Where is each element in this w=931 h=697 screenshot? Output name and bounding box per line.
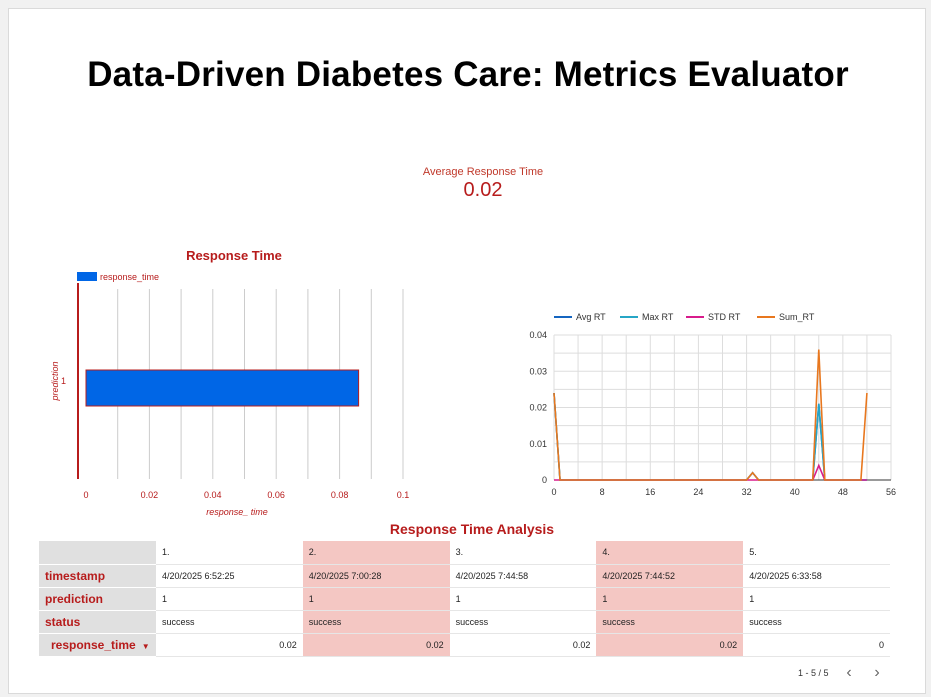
legend-label[interactable]: STD RT <box>708 312 741 322</box>
bar-x-tick-label: 0.1 <box>397 490 410 500</box>
table-row-response-time: response_time ▼ 0.02 0.02 0.02 0.02 0 <box>39 633 890 657</box>
bar-x-tick-label: 0.06 <box>267 490 285 500</box>
table-cell: success <box>596 610 744 634</box>
sort-desc-icon[interactable]: ▼ <box>141 641 150 651</box>
table-cell: 0.02 <box>449 633 597 657</box>
table-corner <box>39 541 156 565</box>
table-title: Response Time Analysis <box>389 521 555 537</box>
table-cell: success <box>156 610 303 634</box>
line-series-sum-rt[interactable] <box>553 349 868 481</box>
column-index: 3. <box>449 541 597 565</box>
line-x-tick-label: 24 <box>693 487 703 497</box>
bar-x-tick-label: 0 <box>83 490 88 500</box>
table-cell: 4/20/2025 6:52:25 <box>156 564 303 588</box>
bar-legend-swatch <box>77 272 97 281</box>
row-header-prediction: prediction <box>39 587 156 611</box>
line-y-tick-label: 0.02 <box>529 403 547 413</box>
line-series-std-rt[interactable] <box>554 463 867 481</box>
table-cell: 4/20/2025 7:44:58 <box>449 564 597 588</box>
bar-category-label: 1 <box>61 376 66 386</box>
table-row-prediction: prediction 1 1 1 1 1 <box>39 587 890 611</box>
row-header-response-time[interactable]: response_time ▼ <box>39 633 156 657</box>
table-row-timestamp: timestamp 4/20/2025 6:52:25 4/20/2025 7:… <box>39 564 890 588</box>
line-x-tick-label: 0 <box>551 487 556 497</box>
table-cell: 1 <box>156 587 303 611</box>
pagination-label: 1 - 5 / 5 <box>798 668 829 678</box>
table-cell: 4/20/2025 7:00:28 <box>302 564 450 588</box>
table-row-status: status success success success success s… <box>39 610 890 634</box>
bar-x-axis-label: response_ time <box>206 507 268 517</box>
column-index: 5. <box>743 541 890 565</box>
response-time-table: 1. 2. 3. 4. 5. timestamp 4/20/2025 6:52:… <box>39 541 890 657</box>
bar-x-tick-label: 0.08 <box>331 490 349 500</box>
table-cell: 1 <box>449 587 597 611</box>
bar-mark[interactable] <box>85 369 360 407</box>
bar-chart[interactable]: response_time 1 prediction 0 0.02 0.04 0.06… <box>39 267 439 519</box>
chevron-left-icon[interactable]: ‹ <box>846 664 852 681</box>
table-cell: 4/20/2025 7:44:52 <box>596 564 744 588</box>
table-cell: success <box>302 610 450 634</box>
table-cell: success <box>449 610 597 634</box>
bar-x-tick-label: 0.02 <box>141 490 159 500</box>
line-x-tick-label: 32 <box>742 487 752 497</box>
table-cell: 1 <box>596 587 744 611</box>
bar-y-axis-label: prediction <box>50 361 60 401</box>
column-index: 4. <box>596 541 744 565</box>
table-cell: 1 <box>302 587 450 611</box>
line-x-tick-label: 48 <box>838 487 848 497</box>
row-header-label: response_time <box>51 637 136 652</box>
line-y-tick-label: 0.04 <box>529 330 547 340</box>
line-y-tick-label: 0 <box>542 475 547 485</box>
line-x-tick-label: 8 <box>600 487 605 497</box>
table-cell: 0.02 <box>156 633 303 657</box>
bar-legend-label: response_time <box>100 272 159 282</box>
report-page: Data-Driven Diabetes Care: Metrics Evalu… <box>8 8 926 694</box>
table-cell: 0.02 <box>596 633 744 657</box>
table-header-row: 1. 2. 3. 4. 5. <box>39 541 890 565</box>
table-cell: 1 <box>743 587 890 611</box>
legend-label[interactable]: Sum_RT <box>779 312 815 322</box>
bar-chart-title: Response Time <box>186 248 282 263</box>
line-x-tick-label: 40 <box>790 487 800 497</box>
legend-label[interactable]: Max RT <box>642 312 674 322</box>
page-title: Data-Driven Diabetes Care: Metrics Evalu… <box>87 55 849 94</box>
line-x-tick-label: 56 <box>886 487 896 497</box>
table-cell: 4/20/2025 6:33:58 <box>743 564 890 588</box>
line-chart[interactable]: Avg RT Max RT STD RT Sum_RT 0 0.01 0.02 0.03 0.… <box>509 299 899 499</box>
scorecard-label: Average Response Time <box>422 166 544 178</box>
table-cell: success <box>743 610 890 634</box>
line-x-tick-label: 16 <box>645 487 655 497</box>
row-header-timestamp: timestamp <box>39 564 156 588</box>
table-cell: 0 <box>743 633 890 657</box>
line-y-tick-label: 0.01 <box>529 439 547 449</box>
line-y-tick-label: 0.03 <box>529 366 547 376</box>
legend-label[interactable]: Avg RT <box>576 312 606 322</box>
scorecard-value: 0.02 <box>463 179 503 201</box>
row-header-status: status <box>39 610 156 634</box>
column-index: 1. <box>156 541 303 565</box>
bar-x-tick-label: 0.04 <box>204 490 222 500</box>
column-index: 2. <box>302 541 450 565</box>
chevron-right-icon[interactable]: › <box>874 664 880 681</box>
table-cell: 0.02 <box>302 633 450 657</box>
